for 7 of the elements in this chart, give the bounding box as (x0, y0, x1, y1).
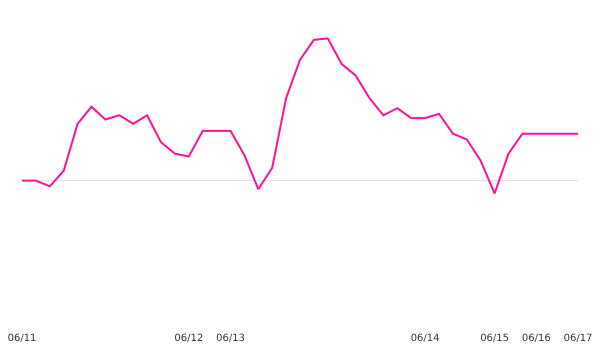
x-tick-label: 06/11 (8, 333, 36, 344)
x-tick-label: 06/12 (174, 333, 204, 344)
x-tick-label: 06/17 (564, 333, 592, 344)
x-tick-label: 06/13 (216, 333, 245, 344)
x-tick-label: 06/16 (522, 333, 551, 344)
x-tick-label: 06/14 (410, 333, 440, 344)
x-tick-label: 06/15 (480, 333, 510, 344)
